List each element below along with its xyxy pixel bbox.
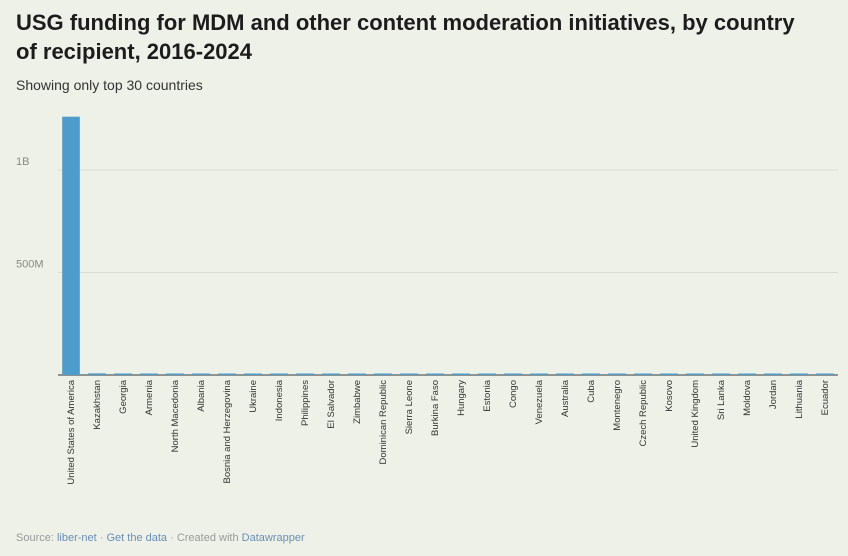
footer-separator: · xyxy=(96,532,107,544)
x-tick-label: Zimbabwe xyxy=(352,380,363,424)
bar[interactable] xyxy=(816,373,834,376)
bar[interactable] xyxy=(114,373,132,375)
x-tick-label: Albania xyxy=(196,379,207,411)
x-tick-label: United Kingdom xyxy=(690,380,701,448)
bar[interactable] xyxy=(192,373,210,376)
x-tick-label: Kazakhstan xyxy=(92,380,103,430)
bar[interactable] xyxy=(504,373,522,376)
chart-subtitle: Showing only top 30 countries xyxy=(16,77,203,93)
chart-title: USG funding for MDM and other content mo… xyxy=(16,10,795,64)
bar[interactable] xyxy=(764,373,782,376)
get-data-link[interactable]: Get the data xyxy=(106,532,168,544)
bar[interactable] xyxy=(62,116,80,375)
bar[interactable] xyxy=(426,373,444,376)
chart-footer: Source: liber-net · Get the data · Creat… xyxy=(16,532,305,544)
x-tick-label: Georgia xyxy=(118,379,129,414)
x-tick-label: Kosovo xyxy=(664,380,675,412)
source-link[interactable]: liber-net xyxy=(56,532,97,544)
created-with-label: · Created with xyxy=(167,532,242,544)
bar[interactable] xyxy=(348,373,366,376)
x-tick-label: Australia xyxy=(560,379,571,417)
bar[interactable] xyxy=(634,373,652,376)
y-tick-label: 1B xyxy=(16,156,29,168)
x-tick-label: El Salvador xyxy=(326,380,337,429)
bar[interactable] xyxy=(296,373,314,376)
x-tick-label: Bosnia and Herzegovina xyxy=(222,379,233,483)
x-tick-label: Lithuania xyxy=(794,379,805,418)
bar[interactable] xyxy=(166,373,184,376)
x-tick-label: Jordan xyxy=(768,380,779,409)
bar[interactable] xyxy=(660,373,678,376)
x-tick-labels: United States of America Kazakhstan Georgi… xyxy=(66,379,831,484)
bar[interactable] xyxy=(790,373,808,376)
y-tick-label: 500M xyxy=(16,259,44,271)
bar[interactable] xyxy=(270,373,288,376)
bar[interactable] xyxy=(400,373,418,376)
x-tick-label: Cuba xyxy=(586,379,597,402)
bar[interactable] xyxy=(608,373,626,376)
x-tick-label: Estonia xyxy=(482,379,493,411)
x-tick-label: Philippines xyxy=(300,380,311,426)
x-tick-label: Moldova xyxy=(742,379,753,416)
datawrapper-link[interactable]: Datawrapper xyxy=(241,532,305,544)
x-tick-label: United States of America xyxy=(66,379,77,484)
bar[interactable] xyxy=(244,373,262,376)
x-tick-label: Hungary xyxy=(456,380,467,416)
bar[interactable] xyxy=(582,373,600,376)
x-tick-label: Montenegro xyxy=(612,380,623,431)
bar-chart: 500M 1B United States of America Kazakhsta… xyxy=(16,116,838,485)
bar[interactable] xyxy=(452,373,470,376)
x-tick-label: Armenia xyxy=(144,379,155,415)
bar[interactable] xyxy=(322,373,340,376)
bar[interactable] xyxy=(686,373,704,376)
bar[interactable] xyxy=(374,373,392,376)
bar[interactable] xyxy=(738,373,756,376)
x-tick-label: Congo xyxy=(508,380,519,408)
bar[interactable] xyxy=(530,373,548,376)
bar[interactable] xyxy=(218,373,236,376)
x-tick-label: Czech Republic xyxy=(638,380,649,447)
bar[interactable] xyxy=(140,373,158,376)
x-tick-label: North Macedonia xyxy=(170,379,181,452)
x-tick-label: Indonesia xyxy=(274,379,285,421)
x-tick-label: Ukraine xyxy=(248,380,259,413)
x-tick-label: Venezuela xyxy=(534,379,545,424)
bar[interactable] xyxy=(478,373,496,376)
bars xyxy=(62,116,834,376)
x-tick-label: Sri Lanka xyxy=(716,379,727,420)
x-tick-label: Burkina Faso xyxy=(430,380,441,436)
bar[interactable] xyxy=(88,373,106,375)
x-tick-label: Dominican Republic xyxy=(378,380,389,465)
bar[interactable] xyxy=(556,373,574,376)
x-tick-label: Sierra Leone xyxy=(404,380,415,434)
gridlines: 500M 1B xyxy=(16,156,838,376)
x-tick-label: Ecuador xyxy=(820,380,831,415)
bar[interactable] xyxy=(712,373,730,376)
source-label: Source: xyxy=(16,532,57,544)
